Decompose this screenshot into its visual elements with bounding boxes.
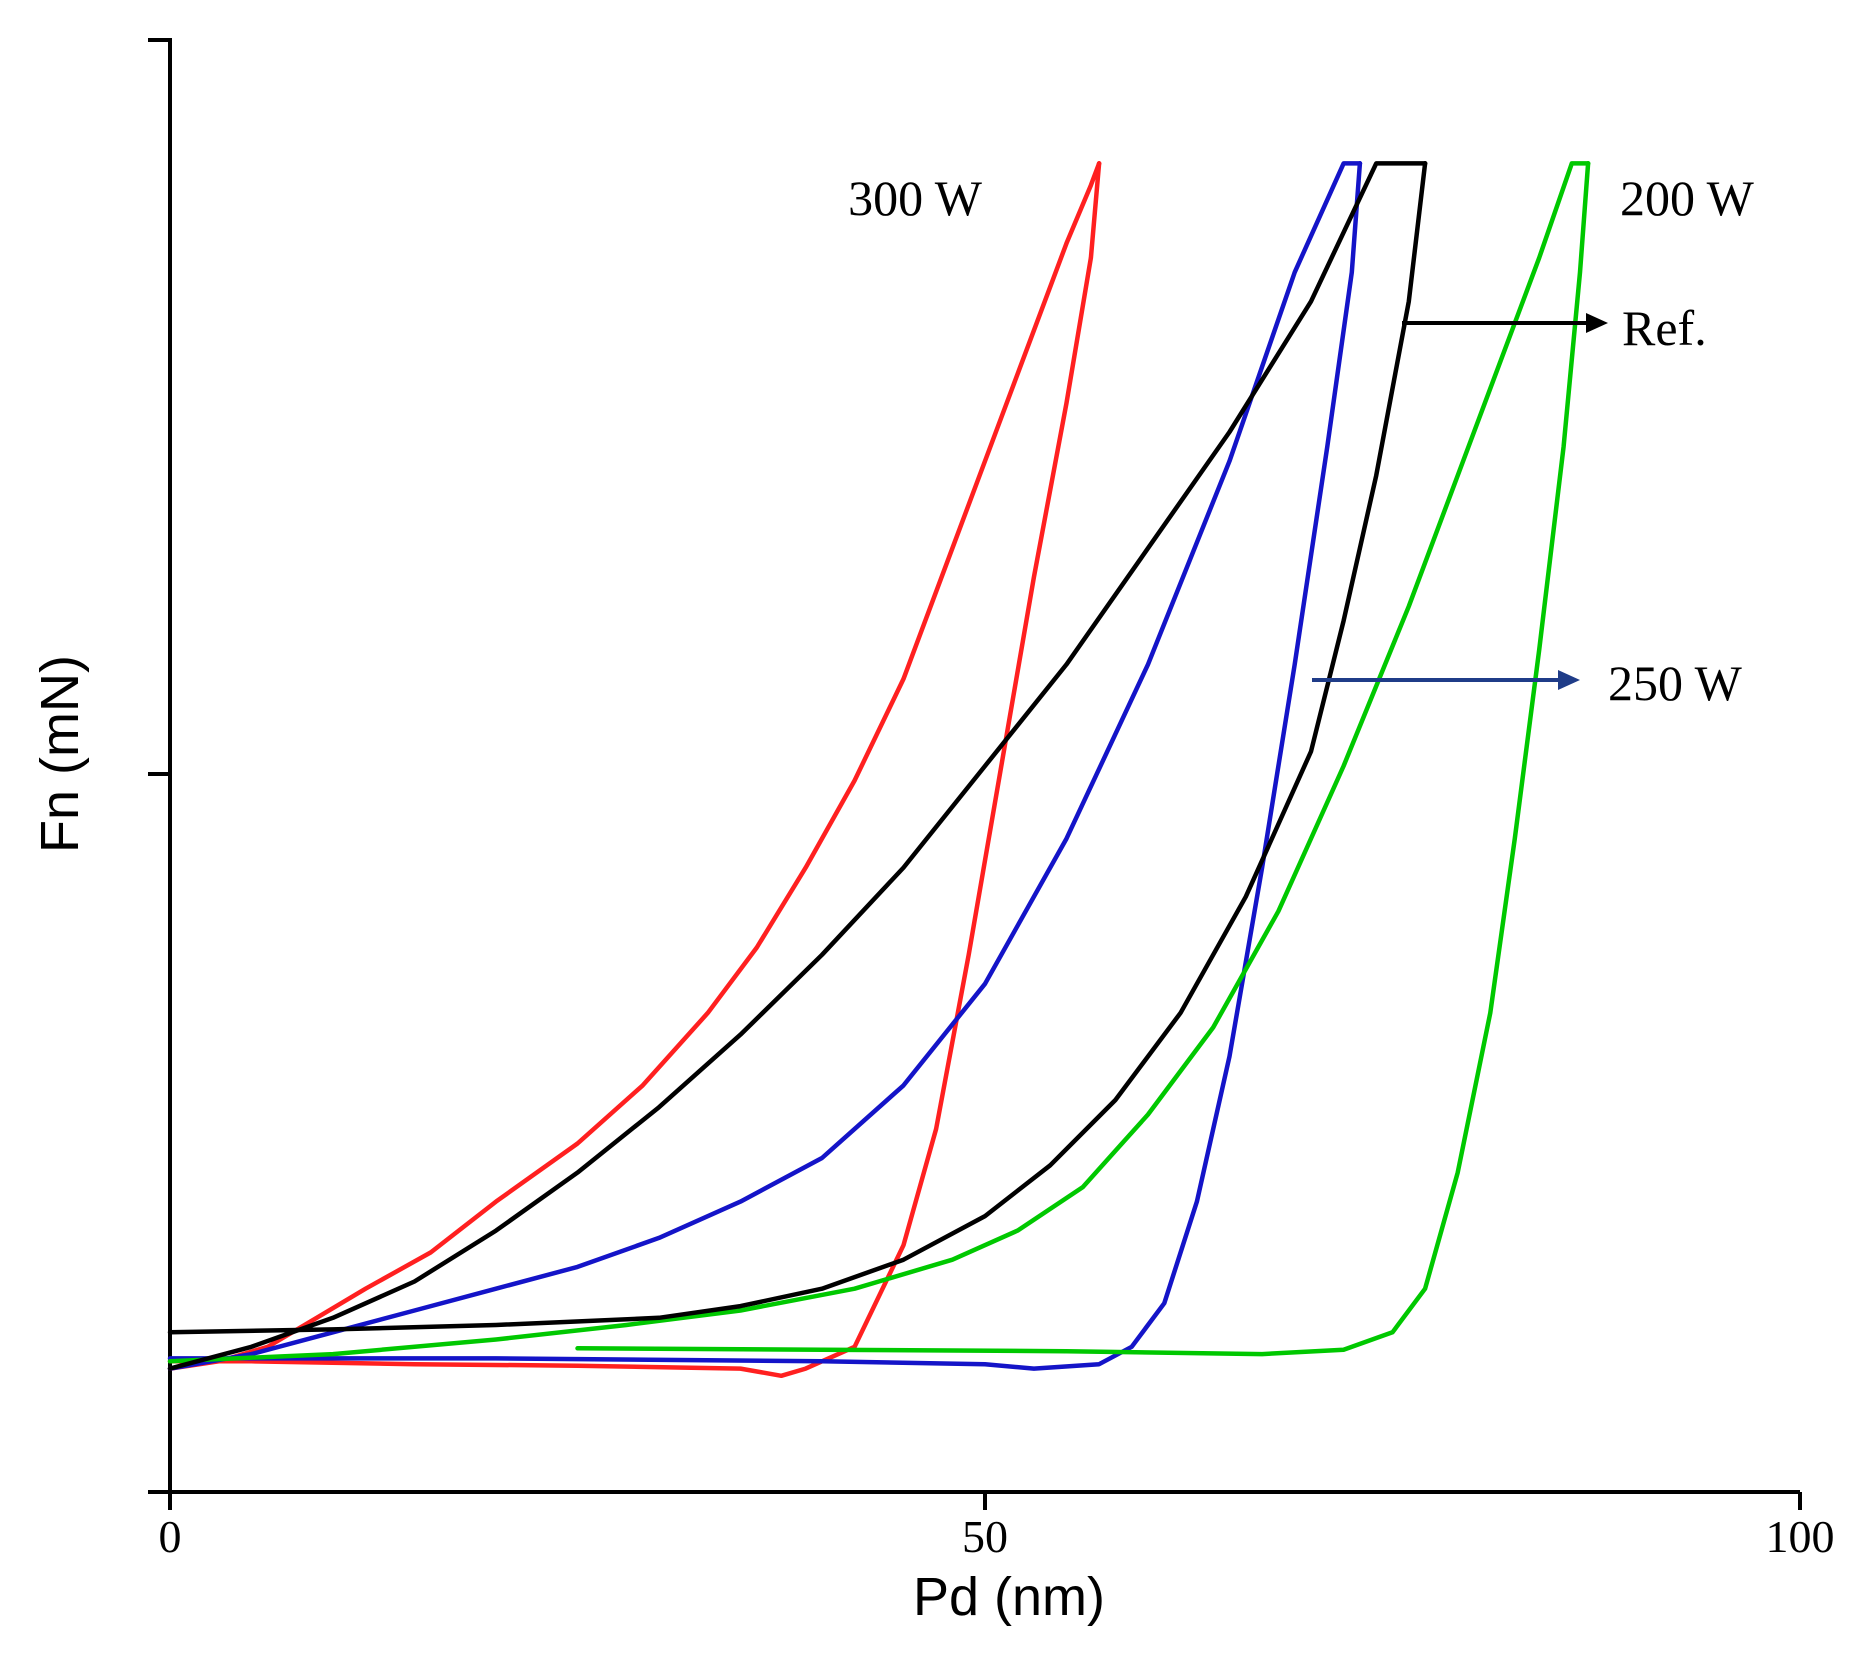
annotation-arrow-head [1558, 670, 1580, 690]
series-1-unloading-curve [167, 161, 1363, 1371]
x-tick-label: 50 [962, 1511, 1008, 1562]
y-axis-line [148, 38, 172, 1492]
x-tick-label: 100 [1766, 1511, 1835, 1562]
series-0-loading-curve [167, 161, 1102, 1371]
series-3-loading-curve [167, 161, 1428, 1371]
series-2-loading-curve [167, 161, 1591, 1364]
annotation-arrow-head [1586, 313, 1608, 333]
annotation-ref: Ref. [1622, 300, 1707, 356]
x-axis-title: Pd (nm) [913, 1567, 1105, 1627]
annotation-200w: 200 W [1620, 170, 1755, 226]
series-2-unloading-curve [575, 161, 1591, 1357]
curves [167, 161, 1591, 1379]
series-0-unloading-curve [167, 161, 1102, 1379]
annotation-300w: 300 W [848, 170, 983, 226]
series-1-loading-curve [167, 161, 1363, 1371]
y-axis-title: Fn (mN) [30, 655, 90, 853]
x-tick-label: 0 [159, 1511, 182, 1562]
annotation-arrows [1312, 313, 1608, 690]
annotation-250w: 250 W [1608, 655, 1743, 711]
x-ticks: 0 50 100 [159, 1492, 1835, 1562]
series-3-unloading-curve [167, 161, 1428, 1335]
